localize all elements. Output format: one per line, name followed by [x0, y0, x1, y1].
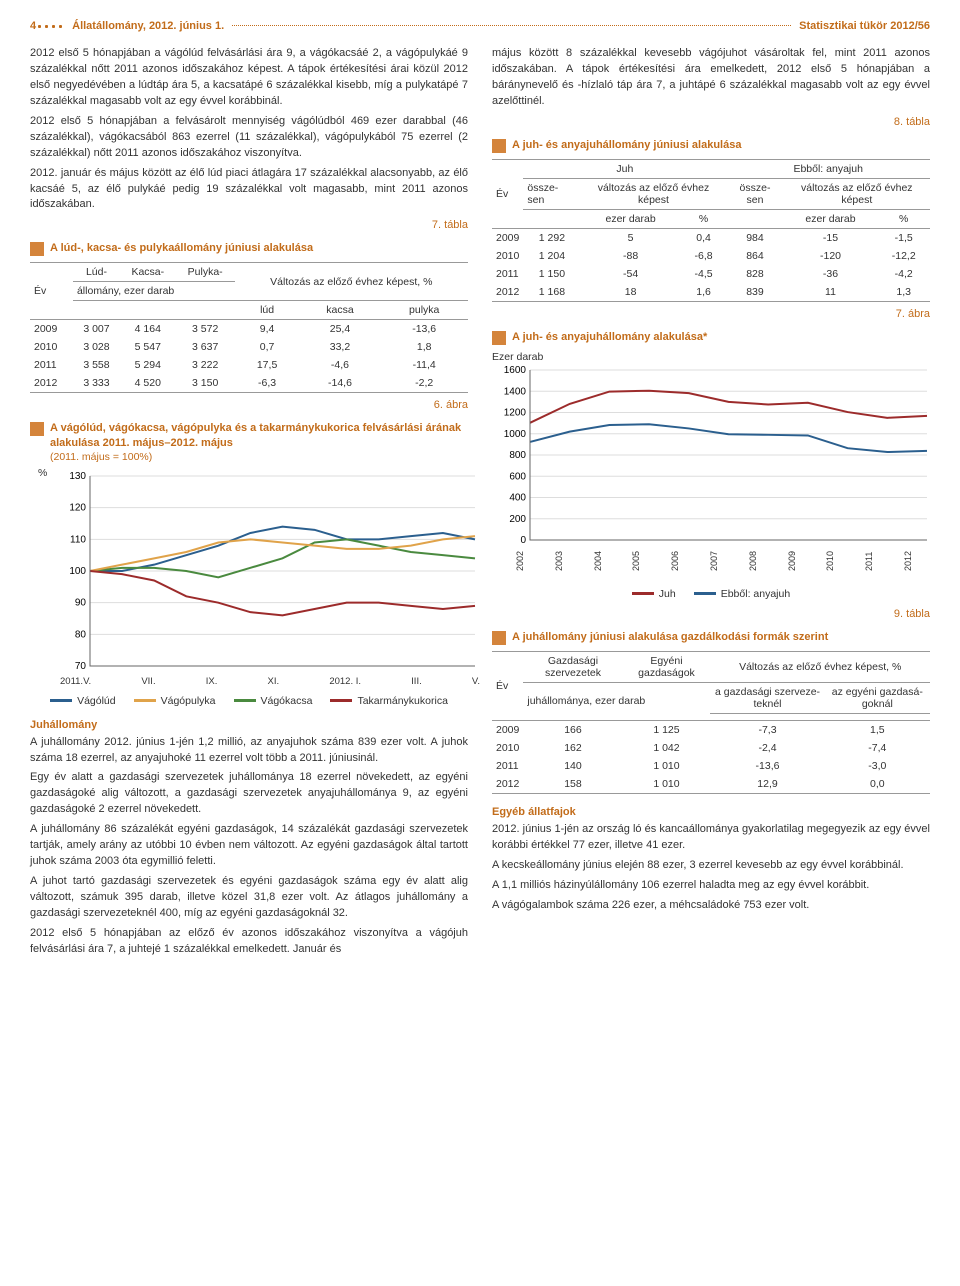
line-chart-7: 0 200 400 600 800 1000 1200 1400 1600 [492, 365, 932, 545]
body-text: A vágógalambok száma 226 ezer, a méhcsal… [492, 898, 930, 914]
svg-text:400: 400 [509, 492, 526, 503]
svg-text:0: 0 [520, 535, 526, 545]
svg-text:130: 130 [69, 471, 86, 482]
svg-text:800: 800 [509, 450, 526, 461]
table-title: A lúd-, kacsa- és pulykaállomány júniusi… [50, 241, 468, 255]
square-bullet-icon [492, 139, 506, 153]
chart-legend: VágólúdVágópulykaVágókacsaTakarmánykukor… [30, 695, 468, 707]
square-bullet-icon [492, 631, 506, 645]
svg-text:1200: 1200 [504, 407, 527, 418]
body-text: 2012 első 5 hónapjában a vágólúd felvásá… [30, 46, 468, 110]
chart-legend: JuhEbből: anyajuh [492, 588, 930, 600]
y-axis-label: % [38, 467, 47, 479]
svg-text:1400: 1400 [504, 386, 527, 397]
body-text: A kecskeállomány június elején 88 ezer, … [492, 858, 930, 874]
body-text: 2012 első 5 hónapjában a felvásárolt men… [30, 114, 468, 162]
header-right: Statisztikai tükör 2012/56 [799, 20, 930, 32]
table-title: A juh- és anyajuhállomány júniusi alakul… [512, 138, 930, 152]
table-label: 8. tábla [492, 116, 930, 128]
figure-label: 7. ábra [492, 308, 930, 320]
svg-text:600: 600 [509, 471, 526, 482]
y-axis-label: Ezer darab [492, 351, 930, 363]
body-text: Egy év alatt a gazdasági szervezetek juh… [30, 770, 468, 818]
table-9: Év Gazdasági szervezetekEgyéni gazdaságo… [492, 651, 930, 794]
header-band: 4 Állatállomány, 2012. június 1. Statisz… [30, 20, 930, 32]
body-text: A juhállomány 2012. június 1-jén 1,2 mil… [30, 735, 468, 767]
svg-text:120: 120 [69, 502, 86, 513]
left-column: 2012 első 5 hónapjában a vágólúd felvásá… [30, 46, 468, 962]
table-label: 7. tábla [30, 219, 468, 231]
body-text: A juhot tartó gazdasági szervezetek és e… [30, 874, 468, 922]
body-text: 2012. január és május között az élő lúd … [30, 166, 468, 214]
right-column: május között 8 százalékkal kevesebb vágó… [492, 46, 930, 962]
square-bullet-icon [492, 331, 506, 345]
table-8: Év Juh Ebből: anyajuh össze- senváltozás… [492, 159, 930, 302]
figure-subtitle: (2011. május = 100%) [50, 451, 152, 463]
svg-text:200: 200 [509, 514, 526, 525]
square-bullet-icon [30, 242, 44, 256]
body-text: A 1,1 milliós házinyúlállomány 106 ezerr… [492, 878, 930, 894]
svg-text:90: 90 [75, 597, 87, 608]
svg-text:70: 70 [75, 661, 87, 671]
section-title: Egyéb állatfajok [492, 806, 930, 818]
svg-text:1000: 1000 [504, 429, 527, 440]
body-text: 2012. június 1-jén az ország ló és kanca… [492, 822, 930, 854]
svg-text:1600: 1600 [504, 365, 527, 376]
header-left: Állatállomány, 2012. június 1. [72, 20, 224, 32]
svg-text:100: 100 [69, 566, 86, 577]
figure-title: A juh- és anyajuhállomány alakulása* [512, 330, 930, 344]
svg-text:80: 80 [75, 629, 87, 640]
table-label: 9. tábla [492, 608, 930, 620]
body-text: 2012 első 5 hónapjában az előző év azono… [30, 926, 468, 958]
figure-label: 6. ábra [30, 399, 468, 411]
figure-title: A vágólúd, vágókacsa, vágópulyka és a ta… [50, 422, 461, 448]
square-bullet-icon [30, 422, 44, 436]
svg-text:110: 110 [70, 534, 86, 545]
body-text: május között 8 százalékkal kevesebb vágó… [492, 46, 930, 110]
table-title: A juhállomány júniusi alakulása gazdálko… [512, 630, 930, 644]
section-title: Juhállomány [30, 719, 468, 731]
line-chart-6: 70 80 90 100 110 120 130 [60, 471, 480, 671]
table-7: Év Lúd-Kacsa-Pulyka- Változás az előző é… [30, 262, 468, 393]
body-text: A juhállomány 86 százalékát egyéni gazda… [30, 822, 468, 870]
